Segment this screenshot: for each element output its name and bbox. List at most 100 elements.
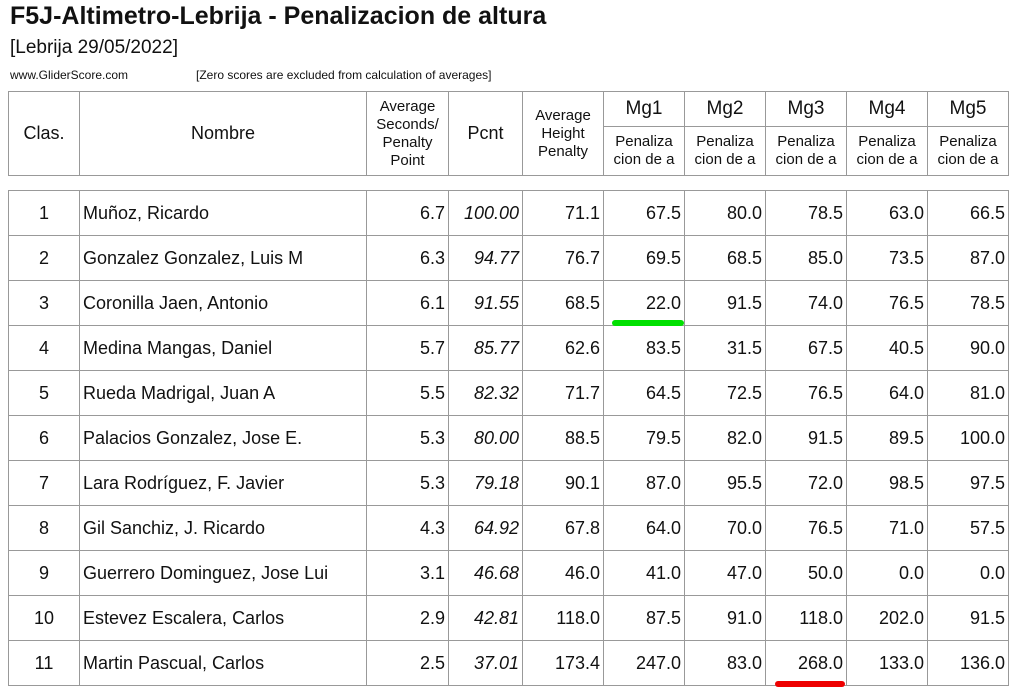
avg-seconds-cell: 3.1 — [366, 550, 449, 596]
clas-cell: 10 — [8, 595, 80, 641]
name-cell: Medina Mangas, Daniel — [79, 325, 367, 371]
pcnt-cell: 37.01 — [448, 640, 523, 686]
mg4-cell: 64.0 — [846, 370, 928, 416]
table-row: 5 Rueda Madrigal, Juan A 5.5 82.32 71.7 64.5 7… — [8, 370, 1009, 416]
pcnt-cell: 80.00 — [448, 415, 523, 461]
mg1-cell: 87.0 — [603, 460, 685, 506]
avg-seconds-cell: 5.7 — [366, 325, 449, 371]
clas-cell: 5 — [8, 370, 80, 416]
header-mg2: Mg2 — [684, 91, 766, 127]
name-cell: Lara Rodríguez, F. Javier — [79, 460, 367, 506]
header-mg5: Mg5 — [927, 91, 1009, 127]
site-link[interactable]: www.GliderScore.com — [10, 68, 129, 82]
mg5-cell: 97.5 — [927, 460, 1009, 506]
mg5-cell: 57.5 — [927, 505, 1009, 551]
pcnt-cell: 85.77 — [448, 325, 523, 371]
table-row: 7 Lara Rodríguez, F. Javier 5.3 79.18 90.1 87… — [8, 460, 1009, 506]
mg3-cell: 67.5 — [765, 325, 847, 371]
mg2-cell: 68.5 — [684, 235, 766, 281]
name-cell: Guerrero Dominguez, Jose Lui — [79, 550, 367, 596]
mg2-cell: 91.5 — [684, 280, 766, 326]
avg-height-cell: 88.5 — [522, 415, 604, 461]
avg-seconds-cell: 6.7 — [366, 190, 449, 236]
mg2-cell: 95.5 — [684, 460, 766, 506]
name-cell: Rueda Madrigal, Juan A — [79, 370, 367, 416]
mg1-cell: 22.0 — [603, 280, 685, 326]
table-row: 1 Muñoz, Ricardo 6.7 100.00 71.1 67.5 80.0 78.5… — [8, 190, 1009, 236]
mg4-cell: 98.5 — [846, 460, 928, 506]
mg5-cell: 78.5 — [927, 280, 1009, 326]
mg4-cell: 89.5 — [846, 415, 928, 461]
mg3-cell: 72.0 — [765, 460, 847, 506]
avg-seconds-cell: 2.5 — [366, 640, 449, 686]
pcnt-cell: 100.00 — [448, 190, 523, 236]
mg3-cell: 91.5 — [765, 415, 847, 461]
mg1-cell: 87.5 — [603, 595, 685, 641]
avg-height-cell: 46.0 — [522, 550, 604, 596]
mg5-cell: 66.5 — [927, 190, 1009, 236]
event-subtitle: [Lebrija 29/05/2022] — [10, 37, 178, 58]
mg5-cell: 0.0 — [927, 550, 1009, 596]
header-avg-seconds: Average Seconds/ Penalty Point — [366, 91, 449, 176]
table-row: 3 Coronilla Jaen, Antonio 6.1 91.55 68.5 22.0… — [8, 280, 1009, 326]
clas-cell: 1 — [8, 190, 80, 236]
mg5-cell: 87.0 — [927, 235, 1009, 281]
mg5-cell: 81.0 — [927, 370, 1009, 416]
mg2-cell: 91.0 — [684, 595, 766, 641]
mg2-cell: 83.0 — [684, 640, 766, 686]
avg-height-cell: 68.5 — [522, 280, 604, 326]
name-cell: Palacios Gonzalez, Jose E. — [79, 415, 367, 461]
clas-cell: 3 — [8, 280, 80, 326]
avg-height-cell: 67.8 — [522, 505, 604, 551]
mg4-cell: 40.5 — [846, 325, 928, 371]
mg4-cell: 133.0 — [846, 640, 928, 686]
name-cell: Gil Sanchiz, J. Ricardo — [79, 505, 367, 551]
mg4-cell: 76.5 — [846, 280, 928, 326]
pcnt-cell: 94.77 — [448, 235, 523, 281]
avg-height-cell: 76.7 — [522, 235, 604, 281]
mg1-cell: 41.0 — [603, 550, 685, 596]
table-row: 4 Medina Mangas, Daniel 5.7 85.77 62.6 83.5 31… — [8, 325, 1009, 371]
mg3-cell: 85.0 — [765, 235, 847, 281]
table-row: 10 Estevez Escalera, Carlos 2.9 42.81 118.0 8… — [8, 595, 1009, 641]
header-mg4-sub: Penaliza cion de a — [846, 126, 928, 176]
spacer — [8, 175, 1009, 191]
mg1-cell: 69.5 — [603, 235, 685, 281]
clas-cell: 9 — [8, 550, 80, 596]
clas-cell: 7 — [8, 460, 80, 506]
red-underline-mark — [775, 681, 845, 687]
pcnt-cell: 64.92 — [448, 505, 523, 551]
mg3-cell: 74.0 — [765, 280, 847, 326]
averages-note: [Zero scores are excluded from calculati… — [196, 68, 492, 82]
avg-seconds-cell: 5.3 — [366, 460, 449, 506]
name-cell: Coronilla Jaen, Antonio — [79, 280, 367, 326]
mg3-cell: 50.0 — [765, 550, 847, 596]
header-mg3-sub: Penaliza cion de a — [765, 126, 847, 176]
mg2-cell: 47.0 — [684, 550, 766, 596]
header-nombre: Nombre — [79, 91, 367, 176]
mg4-cell: 73.5 — [846, 235, 928, 281]
pcnt-cell: 79.18 — [448, 460, 523, 506]
mg4-cell: 71.0 — [846, 505, 928, 551]
name-cell: Gonzalez Gonzalez, Luis M — [79, 235, 367, 281]
avg-seconds-cell: 6.1 — [366, 280, 449, 326]
pcnt-cell: 82.32 — [448, 370, 523, 416]
mg1-cell: 67.5 — [603, 190, 685, 236]
avg-seconds-cell: 6.3 — [366, 235, 449, 281]
avg-height-cell: 62.6 — [522, 325, 604, 371]
mg3-cell: 118.0 — [765, 595, 847, 641]
name-cell: Estevez Escalera, Carlos — [79, 595, 367, 641]
header-mg5-sub: Penaliza cion de a — [927, 126, 1009, 176]
mg4-cell: 0.0 — [846, 550, 928, 596]
header-mg3: Mg3 — [765, 91, 847, 127]
mg2-cell: 31.5 — [684, 325, 766, 371]
mg2-cell: 82.0 — [684, 415, 766, 461]
avg-height-cell: 173.4 — [522, 640, 604, 686]
header-mg1-sub: Penaliza cion de a — [603, 126, 685, 176]
mg1-cell: 83.5 — [603, 325, 685, 371]
table-row: 2 Gonzalez Gonzalez, Luis M 6.3 94.77 76.7 69… — [8, 235, 1009, 281]
avg-seconds-cell: 5.3 — [366, 415, 449, 461]
mg4-cell: 63.0 — [846, 190, 928, 236]
pcnt-cell: 91.55 — [448, 280, 523, 326]
clas-cell: 2 — [8, 235, 80, 281]
